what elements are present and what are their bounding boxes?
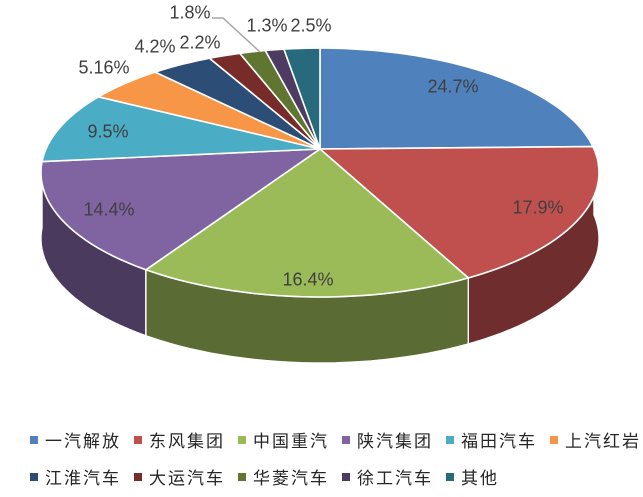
legend-item-9[interactable]: 徐工汽车 bbox=[342, 464, 433, 489]
legend-item-8[interactable]: 华菱汽车 bbox=[238, 464, 329, 489]
legend-item-6[interactable]: 江淮汽车 bbox=[30, 464, 121, 489]
legend-marker-icon bbox=[30, 435, 38, 444]
legend-item-5[interactable]: 上汽红岩 bbox=[550, 427, 641, 452]
legend-marker-icon bbox=[342, 472, 350, 481]
legend-row-2: 江淮汽车 大运汽车 华菱汽车 徐工汽车 其他 bbox=[30, 464, 630, 489]
legend-item-7[interactable]: 大运汽车 bbox=[134, 464, 225, 489]
legend-item-3[interactable]: 陕汽集团 bbox=[342, 427, 433, 452]
legend-marker-icon bbox=[446, 472, 454, 481]
chart-legend: 一汽解放 东风集团 中国重汽 陕汽集团 福田汽车 上汽红岩江淮汽车 大运汽车 华菱汽车 徐工汽车… bbox=[30, 427, 639, 489]
legend-label: 福田汽车 bbox=[461, 432, 537, 451]
legend-marker-icon bbox=[238, 472, 246, 481]
legend-marker-icon bbox=[550, 435, 558, 444]
pie-slice-5[interactable] bbox=[97, 71, 321, 150]
legend-item-1[interactable]: 东风集团 bbox=[134, 427, 225, 452]
pie-slice-2[interactable] bbox=[145, 148, 470, 298]
legend-marker-icon bbox=[134, 472, 142, 481]
legend-marker-icon bbox=[134, 435, 142, 444]
legend-label: 一汽解放 bbox=[45, 432, 121, 451]
pie-slice-6[interactable] bbox=[154, 57, 321, 150]
legend-marker-icon bbox=[342, 435, 350, 444]
leader-line bbox=[212, 17, 261, 53]
legend-label: 华菱汽车 bbox=[253, 469, 329, 488]
legend-label: 东风集团 bbox=[149, 432, 225, 451]
legend-item-4[interactable]: 福田汽车 bbox=[446, 427, 537, 452]
legend-label: 徐工汽车 bbox=[357, 469, 433, 488]
legend-label: 江淮汽车 bbox=[45, 469, 121, 488]
legend-item-10[interactable]: 其他 bbox=[446, 464, 499, 489]
legend-label: 陕汽集团 bbox=[357, 432, 433, 451]
legend-marker-icon bbox=[446, 435, 454, 444]
legend-row-1: 一汽解放 东风集团 中国重汽 陕汽集团 福田汽车 上汽红岩 bbox=[30, 427, 639, 452]
pie-slice-10[interactable] bbox=[283, 47, 321, 150]
pie-3d-plot bbox=[40, 17, 600, 364]
legend-marker-icon bbox=[30, 472, 38, 481]
pie-slice-1[interactable] bbox=[319, 145, 600, 279]
legend-item-2[interactable]: 中国重汽 bbox=[238, 427, 329, 452]
pie-slice-0[interactable] bbox=[319, 47, 594, 150]
legend-label: 其他 bbox=[461, 469, 499, 488]
legend-label: 上汽红岩 bbox=[565, 432, 641, 451]
legend-marker-icon bbox=[238, 435, 246, 444]
legend-label: 中国重汽 bbox=[253, 432, 329, 451]
legend-label: 大运汽车 bbox=[149, 469, 225, 488]
pie-slice-4[interactable] bbox=[41, 96, 321, 163]
legend-item-0[interactable]: 一汽解放 bbox=[30, 427, 121, 452]
pie-slice-3[interactable] bbox=[40, 148, 321, 271]
